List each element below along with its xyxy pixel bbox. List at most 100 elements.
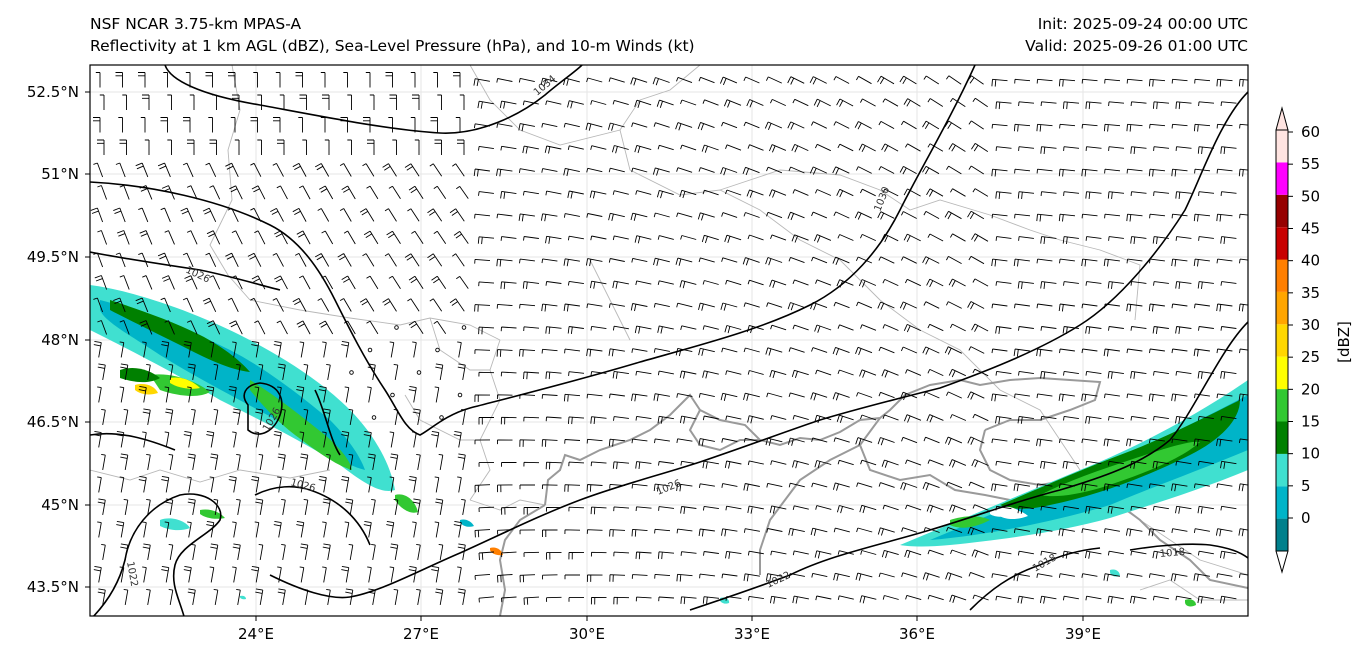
wind-barb: [1085, 505, 1102, 514]
wind-barb: [228, 72, 236, 88]
wind-barb: [519, 348, 536, 357]
wind-barb: [995, 191, 1012, 200]
wind-barb: [1152, 460, 1169, 469]
wind-barb: [1175, 281, 1192, 289]
wind-barb: [612, 280, 629, 289]
wind-barb: [1108, 236, 1124, 241]
wind-barb: [187, 139, 195, 155]
wind-barb: [657, 370, 674, 376]
wind-barb: [1220, 101, 1237, 107]
wind-barb: [899, 166, 917, 175]
wind-barb: [702, 325, 719, 330]
wind-barb: [923, 436, 940, 444]
wind-barb: [255, 498, 264, 515]
wind-barb: [542, 574, 558, 580]
wind-barb: [833, 76, 850, 84]
wind-barb: [676, 76, 693, 84]
wind-barb: [258, 363, 264, 380]
wind-barb: [474, 258, 491, 264]
wind-barb: [1216, 393, 1233, 399]
wind-barb: [296, 320, 311, 335]
wind-barb: [412, 521, 417, 538]
wind-barb: [232, 408, 241, 425]
wind-barb: [1152, 550, 1169, 559]
wind-barb: [679, 370, 697, 379]
wind-barb: [251, 185, 266, 200]
wind-barb: [1197, 281, 1214, 289]
wind-barb: [811, 211, 828, 219]
wind-barb: [474, 213, 491, 219]
wind-barb: [792, 460, 809, 469]
wind-barb: [656, 99, 674, 108]
wind-barb: [496, 394, 513, 400]
wind-barb: [1014, 303, 1030, 309]
wind-barb: [341, 340, 350, 358]
wind-barb: [500, 371, 517, 377]
wind-barb: [341, 275, 356, 290]
wind-barb: [478, 145, 494, 151]
wind-barb: [296, 385, 305, 403]
wind-barbs: [90, 72, 1248, 605]
wind-barb: [427, 208, 443, 222]
wind-barb: [653, 348, 670, 353]
wind-barb: [320, 72, 326, 88]
wind-barb: [187, 476, 192, 493]
wind-barb: [369, 94, 375, 110]
wind-barb: [272, 297, 284, 312]
wind-barb: [747, 370, 764, 375]
wind-barb: [93, 340, 102, 358]
wind-barb: [1017, 550, 1034, 556]
wind-barb: [608, 167, 625, 173]
wind-barb: [1220, 191, 1237, 196]
wind-barb: [1175, 595, 1192, 601]
wind-barb: [1149, 123, 1166, 129]
wind-barb: [541, 303, 558, 312]
wind-barb: [833, 301, 850, 309]
wind-barb: [927, 323, 944, 332]
wind-barb: [187, 363, 196, 380]
wind-barb: [1193, 573, 1210, 582]
wind-barb: [347, 139, 352, 155]
wind-barb: [1152, 505, 1169, 511]
colorbar-segment: [1276, 162, 1288, 195]
wind-barb: [457, 453, 466, 470]
wind-barb: [1216, 258, 1233, 264]
wind-barb: [1085, 191, 1102, 200]
wind-barb: [501, 506, 517, 515]
wind-barb: [523, 596, 540, 605]
wind-barb: [702, 415, 719, 421]
wind-barb: [833, 572, 850, 581]
wind-barb: [97, 139, 105, 155]
wind-barb: [991, 393, 1008, 402]
wind-barb: [995, 415, 1012, 424]
wind-barb: [922, 481, 940, 491]
wind-barb: [968, 571, 985, 579]
wind-barb: [1198, 415, 1214, 421]
wind-barb: [948, 143, 966, 152]
wind-barb: [408, 385, 417, 403]
wind-barb: [855, 346, 873, 356]
wind-barb: [1058, 168, 1076, 177]
wind-barb: [1059, 123, 1076, 129]
wind-barb: [991, 348, 1008, 354]
wind-barb: [792, 189, 809, 196]
wind-barb: [855, 166, 872, 174]
wind-barb: [366, 320, 379, 335]
wind-barb: [115, 162, 126, 178]
wind-barb: [702, 280, 719, 285]
wind-barb: [725, 550, 742, 559]
wind-barb: [545, 190, 562, 196]
wind-barb: [186, 185, 198, 200]
wind-barb: [453, 430, 462, 448]
wind-barb: [860, 550, 877, 555]
colorbar: 0 5 10 15 20 25 30 35 40 45 50 55 60 [dBZ]: [1275, 106, 1353, 574]
wind-barb: [631, 348, 648, 353]
wind-barb: [922, 256, 940, 265]
wind-barb: [882, 595, 899, 600]
wind-barb: [586, 393, 603, 399]
wind-barb: [765, 437, 783, 446]
wind-barb: [634, 325, 652, 334]
wind-barb: [832, 166, 850, 175]
wind-barb: [991, 78, 1008, 87]
wind-barb: [209, 476, 215, 493]
